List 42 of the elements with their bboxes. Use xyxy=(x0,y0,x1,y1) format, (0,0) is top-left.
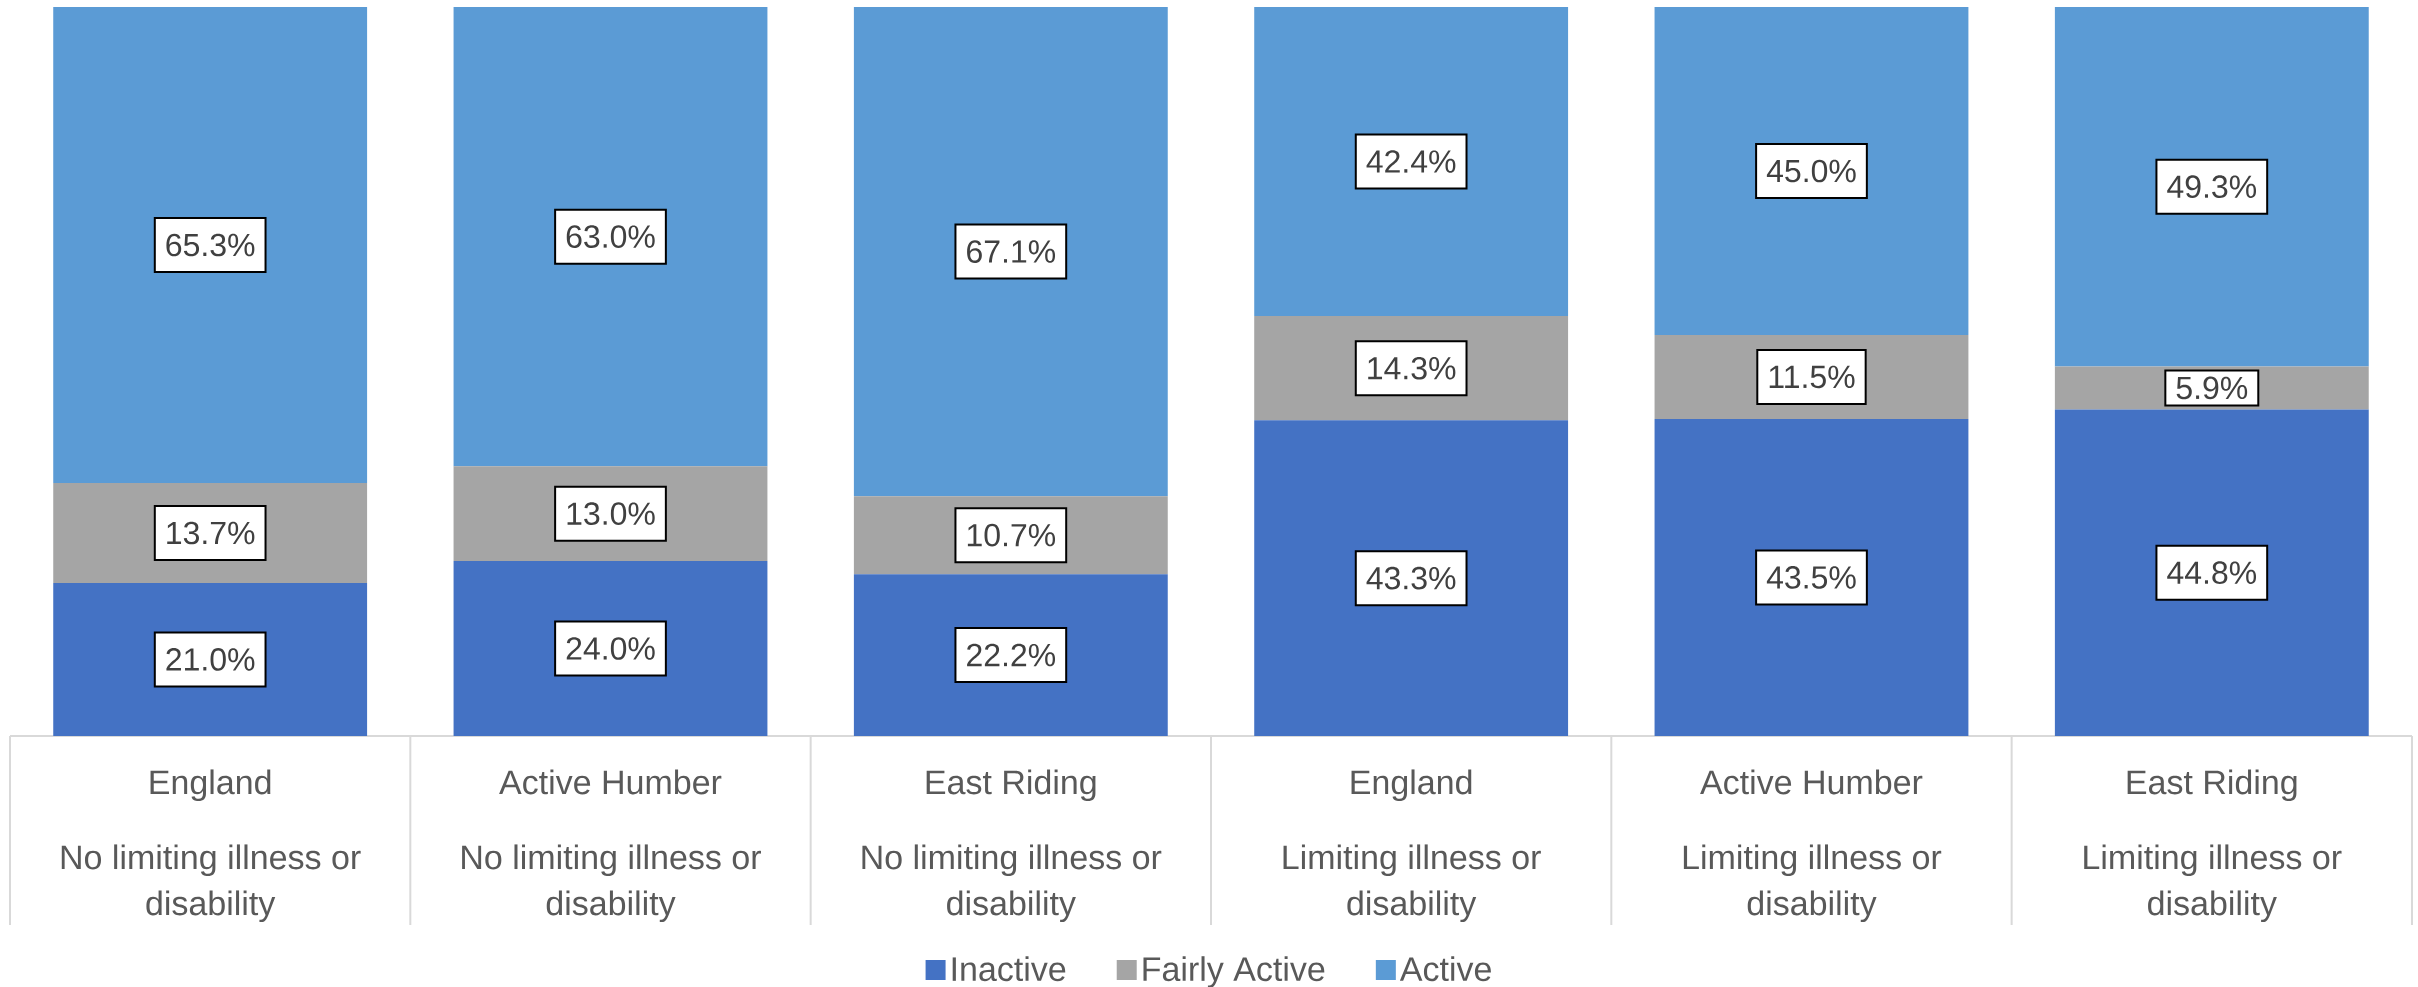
data-label: 63.0% xyxy=(566,225,655,248)
data-label: 21.0% xyxy=(166,648,255,671)
data-label: 45.0% xyxy=(1766,159,1856,183)
bar xyxy=(53,6,368,484)
data-label: 22.2% xyxy=(967,643,1056,667)
x-tick-label: East Riding xyxy=(926,769,1096,802)
bar xyxy=(1254,420,1569,736)
data-label: 10.7% xyxy=(967,523,1056,547)
data-label: 5.9% xyxy=(2176,376,2248,400)
bar xyxy=(1254,6,1569,317)
x-tick-label: Active Humber xyxy=(1700,769,1923,795)
text: Limiting illness or disability xyxy=(1683,844,1942,923)
bar xyxy=(453,6,768,467)
x-tick-label: England xyxy=(150,769,271,802)
text: No limiting illness or disability xyxy=(862,844,1162,923)
bar xyxy=(853,6,1168,497)
bar xyxy=(1654,418,1969,736)
legend-label: Inactive xyxy=(952,956,1066,982)
text: Limiting illness or disability xyxy=(1283,844,1541,923)
x-tick-label: England xyxy=(1351,769,1472,802)
data-label: 65.3% xyxy=(166,233,255,257)
data-label: 43.3% xyxy=(1366,566,1456,590)
x-tick-label: East Riding xyxy=(2127,769,2297,802)
data-label: 43.5% xyxy=(1766,566,1856,589)
data-label: 44.8% xyxy=(2167,561,2257,585)
legend-label: Active xyxy=(1399,956,1491,982)
x-tick-label: Active Humber xyxy=(499,769,722,795)
data-label: 67.1% xyxy=(967,240,1056,263)
data-label: 11.5% xyxy=(1769,365,1855,389)
data-label: 14.3% xyxy=(1368,356,1456,380)
data-label: 49.3% xyxy=(2167,175,2257,199)
data-label: 13.7% xyxy=(167,521,255,545)
text: Limiting illness or disability xyxy=(2084,844,2342,923)
data-label: 13.0% xyxy=(567,502,655,525)
bar xyxy=(1654,6,1969,336)
data-label: 42.4% xyxy=(1366,150,1456,173)
text: No limiting illness or disability xyxy=(462,844,761,923)
text: No limiting illness or disability xyxy=(61,844,361,923)
legend-label: Fairly Active xyxy=(1143,956,1325,987)
data-label: 24.0% xyxy=(566,637,655,660)
bar xyxy=(2054,6,2369,367)
bar xyxy=(2054,409,2369,736)
